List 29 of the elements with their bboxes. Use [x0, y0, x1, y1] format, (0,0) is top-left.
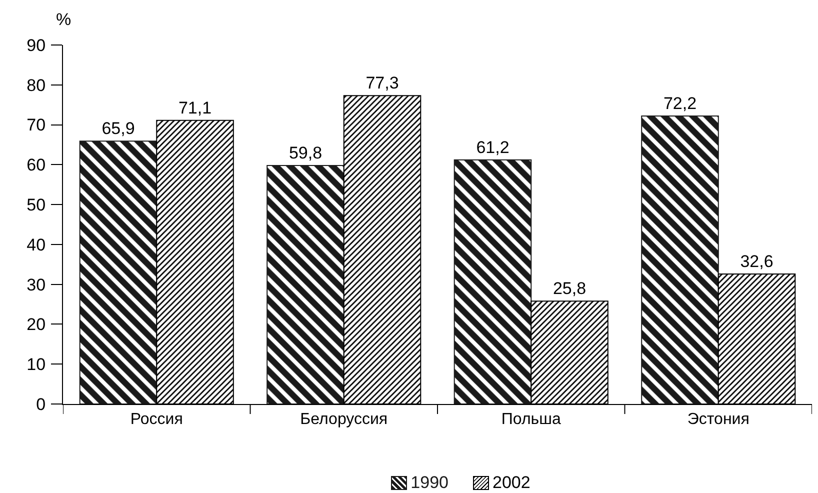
y-tick-label: 50 [26, 196, 46, 215]
bar [79, 140, 158, 404]
data-label: 72,2 [663, 94, 697, 113]
data-label: 32,6 [740, 252, 774, 271]
y-tick-label: 10 [26, 355, 46, 374]
y-tick-label: 90 [26, 36, 46, 55]
y-tick-label: 70 [26, 116, 46, 135]
y-tick-label: 30 [26, 275, 46, 294]
bar [266, 164, 344, 404]
x-tick-label: Польша [501, 411, 561, 428]
bar [454, 159, 532, 404]
y-axis-title: % [56, 10, 72, 29]
data-label: 59,8 [288, 143, 322, 162]
x-tick-label: Белоруссия [300, 411, 388, 428]
data-label: 25,8 [552, 279, 586, 298]
y-tick-label: 80 [26, 76, 46, 95]
y-tick-label: 40 [26, 235, 46, 254]
x-tick-label: Эстония [687, 411, 750, 428]
data-label: 77,3 [366, 74, 399, 93]
y-tick-label: 20 [26, 315, 46, 334]
data-label: 61,2 [476, 138, 510, 157]
y-tick-label: 0 [36, 394, 46, 414]
legend-label: 1990 [410, 473, 448, 492]
data-label: 65,9 [102, 119, 135, 138]
x-tick-label: Россия [130, 411, 183, 428]
y-tick-label: 60 [26, 156, 46, 175]
bar [641, 116, 719, 404]
legend-label: 2002 [492, 473, 530, 492]
data-label: 71,1 [178, 98, 212, 118]
